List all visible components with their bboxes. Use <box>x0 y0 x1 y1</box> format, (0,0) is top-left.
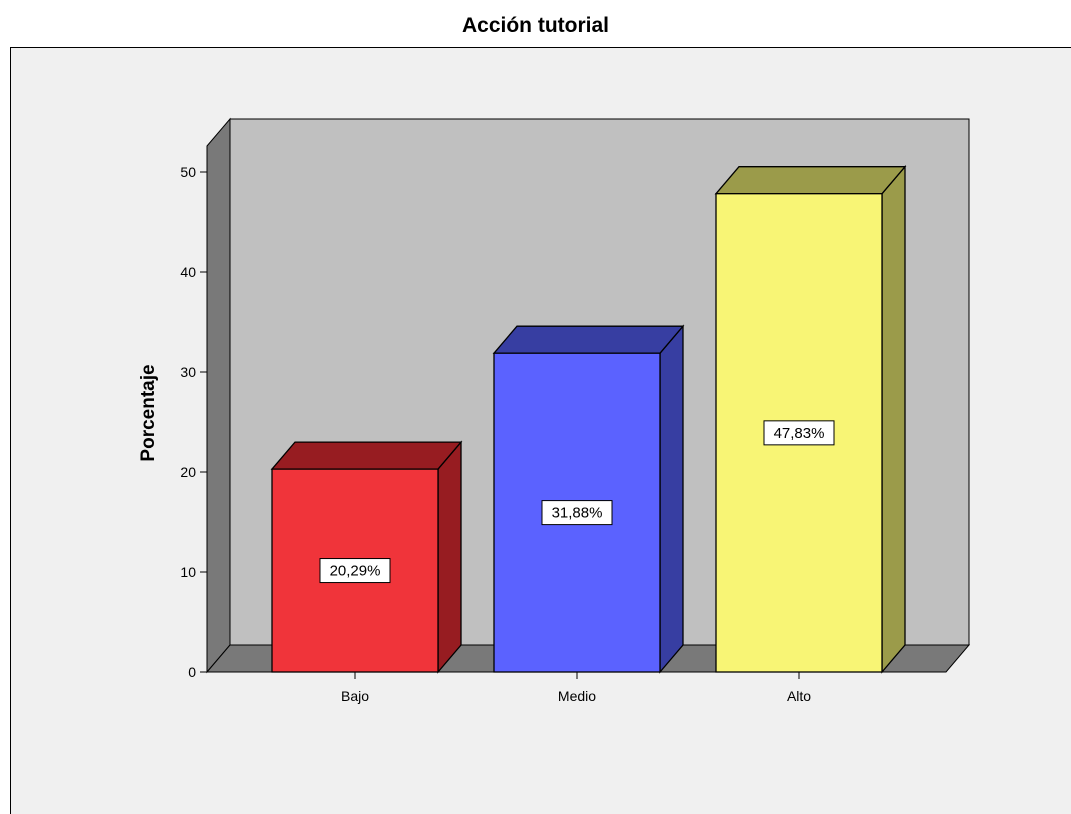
data-label-box <box>541 500 613 526</box>
y-tick-label: 10 <box>180 564 196 580</box>
bar-medio: 31,88% <box>492 324 685 674</box>
category-label: Bajo <box>341 688 369 704</box>
bar-top <box>270 441 463 470</box>
data-label: 47,83% <box>774 425 825 442</box>
bars: 20,29% 31,88% 47,83% <box>270 164 907 674</box>
bar-side <box>437 440 462 674</box>
y-tick-label: 50 <box>180 164 196 180</box>
data-label: 31,88% <box>552 505 603 522</box>
y-axis: 0 10 20 30 40 50 <box>180 164 207 680</box>
side-wall <box>206 117 231 674</box>
bar-top <box>714 166 907 195</box>
chart-title: Acción tutorial <box>461 14 609 37</box>
bar-alto: 47,83% <box>714 164 907 674</box>
data-label-box <box>319 558 391 584</box>
category-label: Alto <box>787 688 811 704</box>
y-tick-label: 0 <box>188 664 196 680</box>
bar-side <box>881 164 906 674</box>
data-label-box <box>763 420 835 446</box>
category-labels: Bajo Medio Alto <box>341 672 811 704</box>
bar-side <box>659 324 684 674</box>
y-tick-label: 40 <box>180 264 196 280</box>
data-label: 20,29% <box>330 563 381 580</box>
bar-bajo: 20,29% <box>270 440 463 674</box>
bar-top <box>492 325 685 354</box>
y-tick-label: 20 <box>180 464 196 480</box>
category-label: Medio <box>558 688 596 704</box>
y-tick-label: 30 <box>180 364 196 380</box>
y-axis-title: Porcentaje <box>138 364 159 461</box>
